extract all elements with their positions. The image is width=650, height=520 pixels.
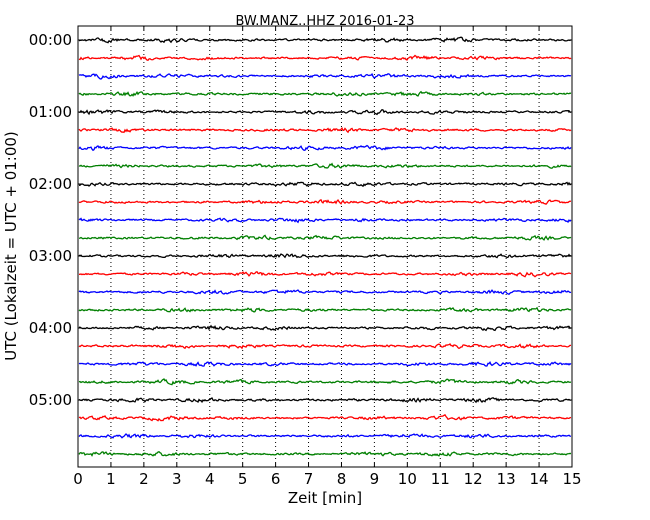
grid [110,26,540,467]
x-tick-label: 15 [562,470,581,488]
seismic-trace [78,144,572,152]
seismic-trace [78,181,572,188]
x-tick-label: 5 [238,470,248,488]
seismic-traces [78,36,572,457]
x-tick-label: 2 [139,470,149,488]
plot-frame [77,25,573,468]
x-tick-label: 13 [497,470,516,488]
seismic-trace [78,289,572,295]
seismic-trace [78,234,572,241]
seismic-trace [78,342,572,350]
y-tick-label: 01:00 [29,103,72,121]
x-tick-label: 6 [271,470,281,488]
seismic-trace [78,54,572,61]
seismic-trace [78,217,572,224]
seismic-trace [78,162,572,169]
x-tick-label: 4 [205,470,215,488]
seismic-trace [78,306,572,313]
x-tick-label: 0 [73,470,83,488]
x-axis: 0 1 2 3 4 5 6 7 8 9 10 11 12 13 14 15 [73,26,582,488]
seismic-trace [78,198,572,205]
seismic-trace [78,451,572,457]
seismic-trace [78,36,572,44]
seismic-trace [78,324,572,332]
seismic-trace [78,413,572,422]
chart-title: BW.MANZ..HHZ 2016-01-23 [235,14,414,29]
x-axis-title: Zeit [min] [288,489,362,507]
seismic-trace [78,378,572,386]
x-tick-label: 3 [172,470,182,488]
seismic-trace [78,396,572,404]
x-tick-label: 10 [398,470,417,488]
x-tick-label: 8 [337,470,347,488]
y-tick-label: 00:00 [29,31,72,49]
y-axis-title: UTC (Lokalzeit = UTC + 01:00) [2,131,20,361]
y-tick-label: 02:00 [29,175,72,193]
seismic-trace [78,72,572,80]
seismic-trace [78,126,572,134]
x-tick-label: 9 [370,470,380,488]
seismic-trace [78,253,572,259]
y-axis: 00:00 01:00 02:00 03:00 04:00 05:00 [29,31,572,409]
y-tick-label: 05:00 [29,391,72,409]
y-tick-label: 04:00 [29,319,72,337]
x-tick-label: 11 [431,470,450,488]
x-tick-label: 7 [304,470,314,488]
seismic-trace [78,90,572,97]
seismic-trace [78,108,572,116]
x-tick-label: 1 [106,470,116,488]
x-tick-label: 12 [464,470,483,488]
seismic-trace [78,270,572,278]
x-tick-label: 14 [530,470,549,488]
seismic-trace [78,361,572,367]
seismic-trace [78,433,572,439]
y-tick-label: 03:00 [29,247,72,265]
